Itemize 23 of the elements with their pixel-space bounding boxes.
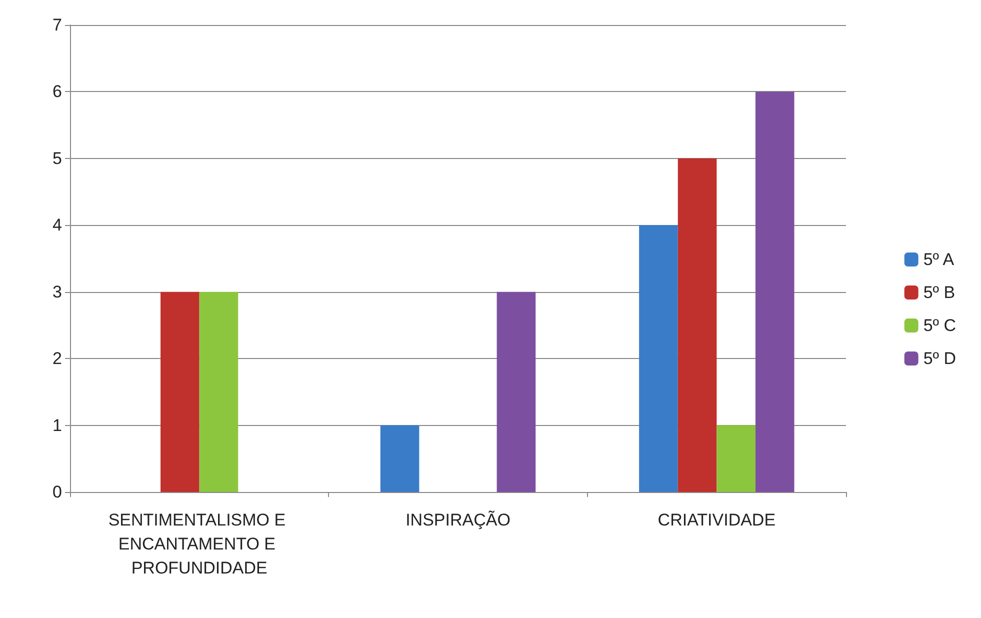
bar	[496, 292, 536, 492]
x-tick-label: CRIATIVIDADE	[658, 510, 776, 530]
bar	[755, 92, 794, 492]
y-tick-label: 3	[52, 282, 62, 302]
y-tick-label: 5	[52, 148, 62, 168]
legend-label: 5º A	[923, 250, 955, 269]
bar	[678, 158, 717, 492]
bar	[160, 292, 200, 492]
y-tick-label: 0	[52, 482, 62, 502]
bar	[639, 225, 678, 492]
bar	[380, 425, 420, 492]
legend-label: 5º D	[923, 349, 956, 368]
bar	[199, 292, 238, 492]
y-tick-label: 6	[52, 82, 62, 102]
y-tick-label: 2	[52, 349, 62, 368]
legend-label: 5º C	[923, 316, 956, 335]
x-tick-label: INSPIRAÇÃO	[406, 510, 510, 530]
legend-label: 5º B	[923, 283, 956, 302]
x-tick-label: SENTIMENTALISMO E ENCANTAMENTO E PROFUNDIDADE	[108, 510, 290, 578]
bar	[716, 425, 756, 492]
y-tick-label: 4	[52, 216, 62, 235]
y-tick-label: 7	[52, 16, 62, 34]
y-tick-label: 1	[52, 416, 62, 435]
